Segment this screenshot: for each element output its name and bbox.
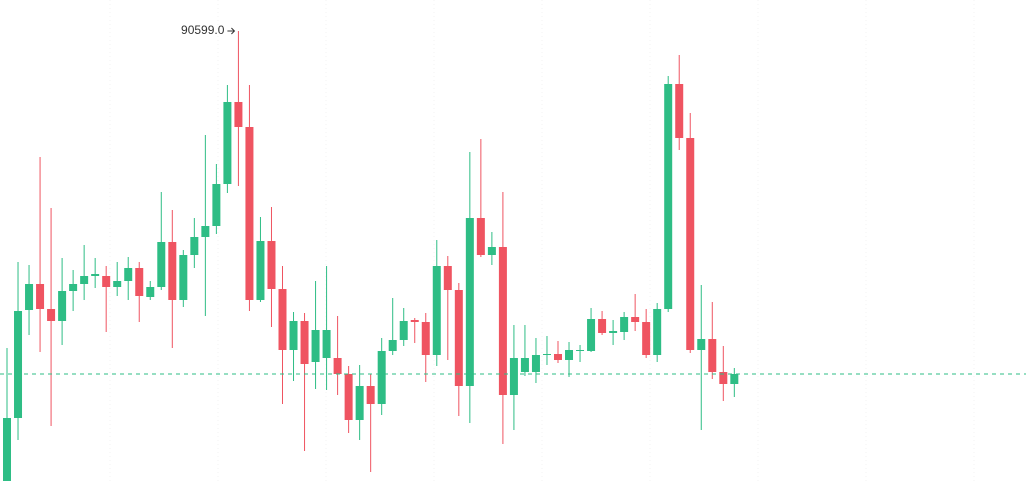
candle-body [190, 237, 199, 255]
candle-body [377, 351, 386, 404]
candle-body [47, 309, 56, 321]
candle-body [609, 331, 618, 333]
candle-body [554, 354, 562, 360]
candle-body [520, 358, 529, 372]
candle-body [576, 350, 585, 351]
candle-body [113, 281, 122, 287]
candles [0, 31, 1026, 481]
candle-body [730, 374, 739, 384]
candle-body [58, 291, 67, 321]
grid [109, 0, 975, 481]
candle-body [476, 218, 485, 255]
candle-body [509, 358, 518, 395]
candle-body [686, 138, 695, 350]
candle-body [300, 321, 309, 364]
candle-body [256, 241, 265, 300]
candle-body [69, 284, 78, 291]
candle-body [278, 289, 287, 350]
candle-body [542, 354, 551, 355]
candle-body [498, 247, 507, 395]
max-price-arrow [227, 27, 236, 35]
candle-body [311, 330, 320, 362]
candle-body [333, 358, 342, 374]
candle-body [620, 317, 629, 332]
candle-body [344, 374, 353, 420]
candle-body [587, 319, 596, 351]
candle-body [14, 311, 23, 418]
candle-body [697, 339, 706, 350]
candle-body [708, 339, 717, 372]
candle-body [3, 418, 11, 481]
candle-body [675, 84, 684, 138]
candle-body [179, 255, 188, 300]
candle-body [631, 317, 640, 322]
candle-body [212, 184, 221, 226]
candle-body [399, 321, 408, 340]
max-price-label: 90599.0 [181, 23, 225, 37]
candle-body [36, 284, 45, 309]
candle-body [146, 287, 155, 297]
candle-body [719, 372, 728, 384]
candle-body [454, 290, 463, 386]
candle-body [355, 386, 364, 420]
candle-body [289, 321, 298, 350]
candle-body [531, 355, 540, 372]
candle-body [201, 226, 210, 237]
candle-body [91, 274, 100, 276]
candle-body [443, 266, 452, 290]
candle-body [598, 319, 607, 333]
candle-body [168, 242, 177, 300]
candle-body [102, 276, 111, 287]
candle-body [421, 322, 430, 355]
candle-body [135, 268, 144, 296]
candle-body [25, 284, 34, 310]
candle-body [642, 322, 651, 355]
candle-body [487, 247, 496, 255]
candle-body [223, 102, 232, 184]
candle-body [245, 127, 254, 300]
candle-body [322, 330, 331, 358]
candle-body [234, 102, 243, 127]
candle-body [565, 350, 574, 360]
candle-body [465, 218, 474, 386]
candle-body [388, 340, 397, 351]
candle-body [664, 84, 673, 309]
candle-body [157, 242, 166, 287]
candle-body [432, 266, 441, 355]
candle-body [410, 320, 419, 322]
candle-body [124, 268, 133, 281]
candle-body [80, 276, 89, 284]
candle-body [267, 241, 276, 289]
candle-body [366, 386, 375, 404]
candle-body [653, 309, 662, 355]
